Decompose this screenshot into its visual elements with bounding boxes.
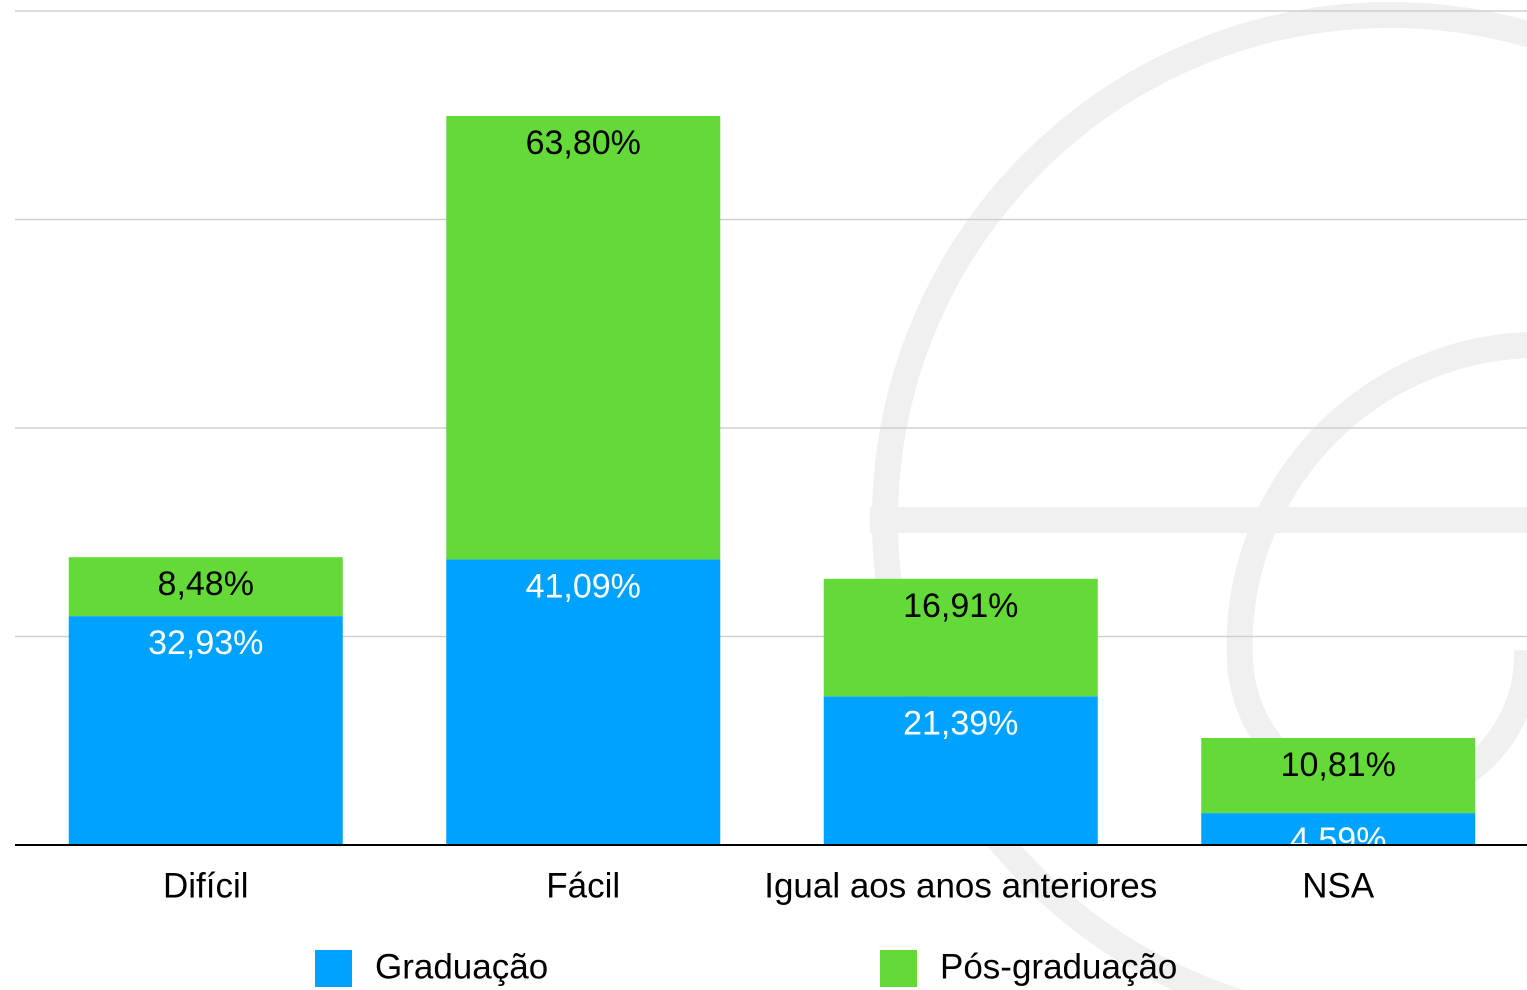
data-label: 63,80% bbox=[526, 124, 641, 162]
bar-segment bbox=[823, 696, 1098, 845]
data-label: 41,09% bbox=[526, 567, 641, 605]
legend-label: Pós-graduação bbox=[940, 947, 1177, 986]
x-tick-label: Igual aos anos anteriores bbox=[764, 866, 1157, 905]
bar-segment bbox=[823, 578, 1098, 697]
bar-segment bbox=[446, 116, 721, 560]
legend-swatch bbox=[880, 950, 917, 987]
data-label: 32,93% bbox=[148, 624, 263, 662]
bar-segment bbox=[446, 559, 721, 845]
bar-segment bbox=[1201, 813, 1476, 845]
bar-segment bbox=[68, 616, 343, 845]
data-label: 16,91% bbox=[903, 587, 1018, 625]
x-tick-label: Fácil bbox=[546, 866, 620, 905]
bar-segment bbox=[68, 557, 343, 617]
data-label: 4,59% bbox=[1290, 821, 1386, 859]
data-label: 8,48% bbox=[158, 565, 254, 603]
x-tick-label: Difícil bbox=[163, 866, 249, 905]
bar-segment bbox=[1201, 737, 1476, 814]
watermark-e bbox=[1226, 332, 1527, 812]
data-label: 21,39% bbox=[903, 704, 1018, 742]
x-tick-label: NSA bbox=[1302, 866, 1375, 905]
watermark bbox=[870, 2, 1527, 990]
legend-swatch bbox=[315, 950, 352, 987]
legend-label: Graduação bbox=[375, 947, 548, 986]
data-label: 10,81% bbox=[1281, 746, 1396, 784]
